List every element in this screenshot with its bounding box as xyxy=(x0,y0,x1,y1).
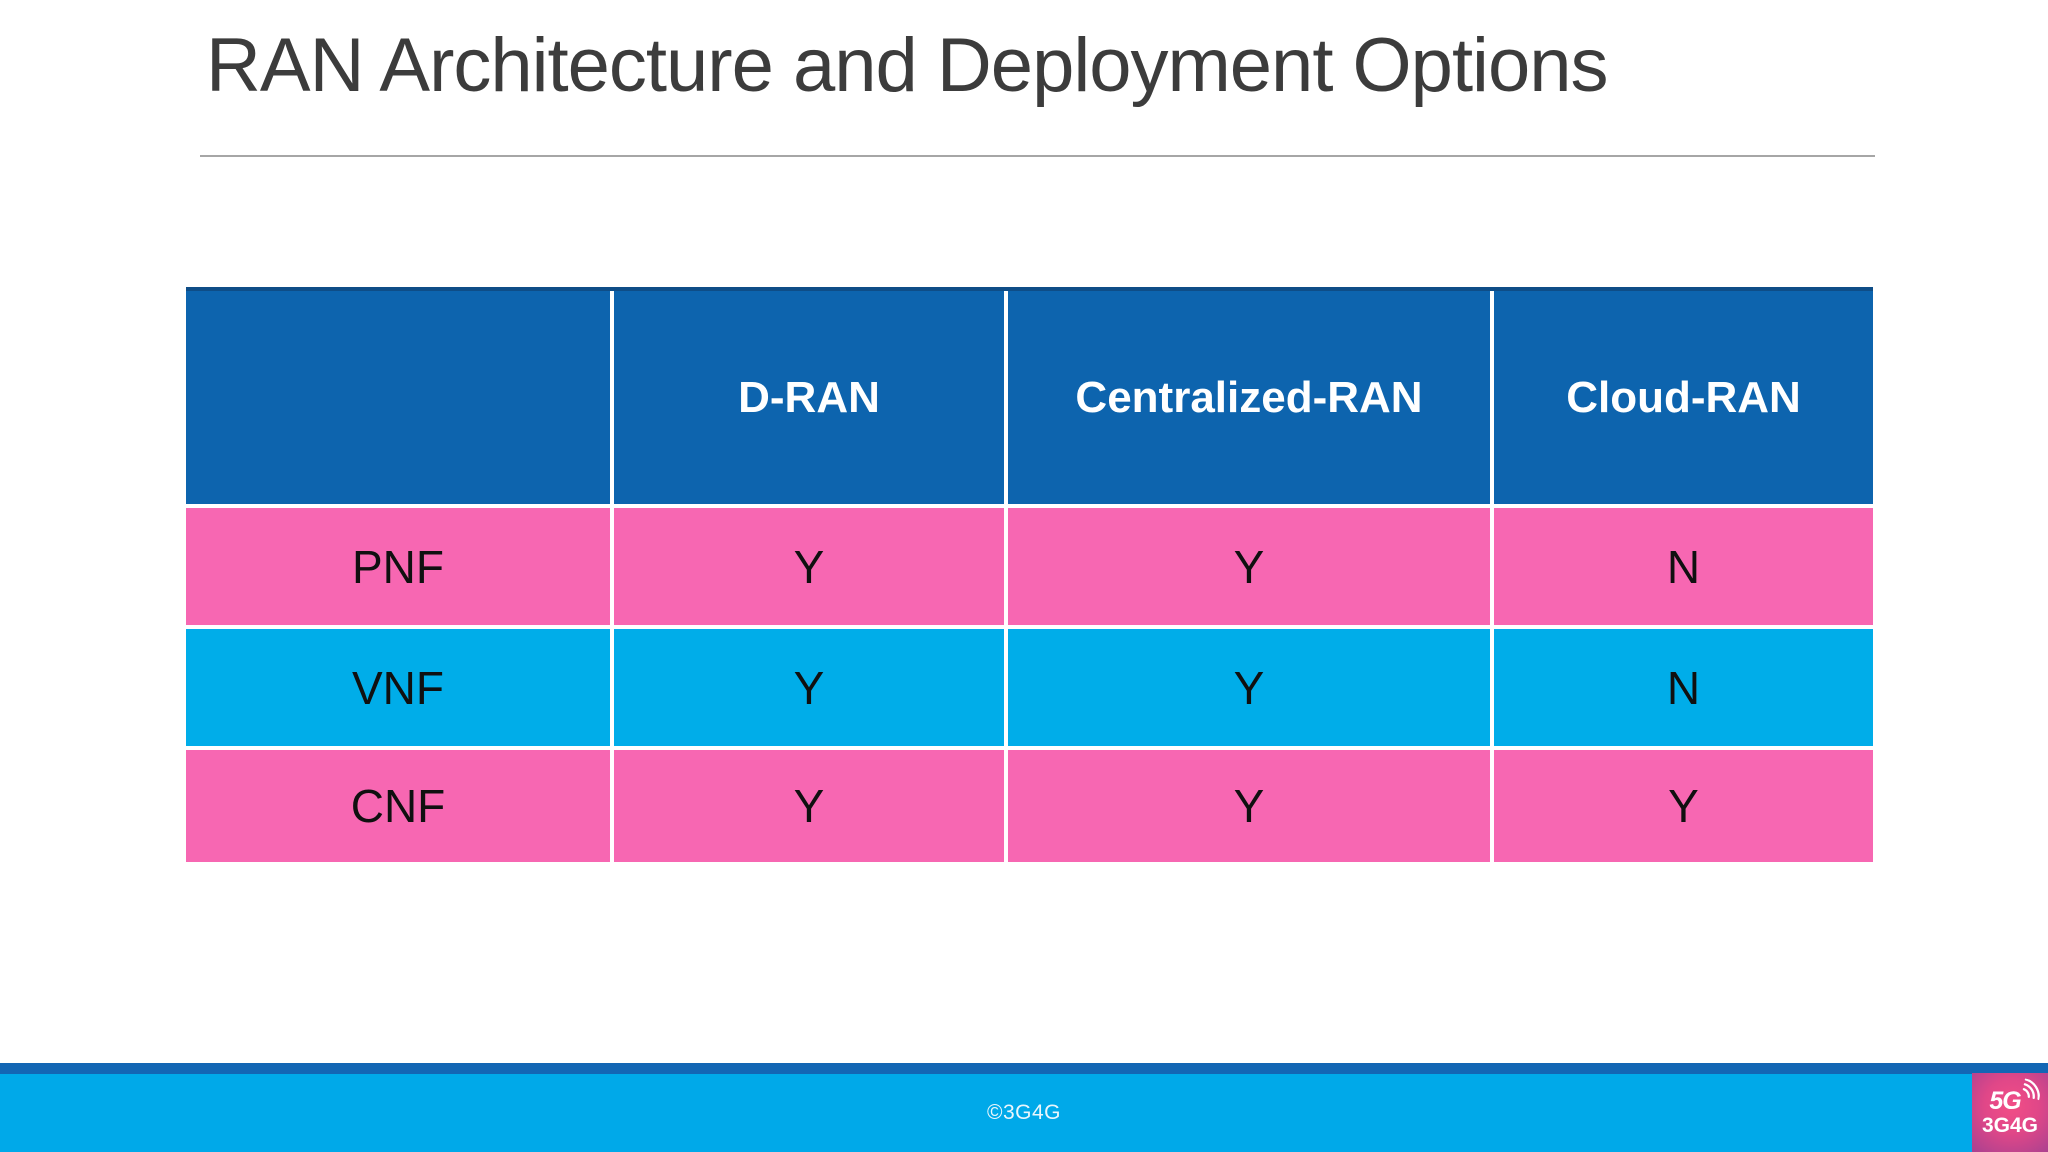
cell-cnf-centralized-ran: Y xyxy=(1008,750,1490,862)
header-cell-cloud-ran: Cloud-RAN xyxy=(1494,291,1873,504)
logo-5g-label: 5G xyxy=(1989,1087,2021,1115)
row-label-cnf: CNF xyxy=(186,750,610,862)
row-label-pnf: PNF xyxy=(186,508,610,625)
logo-3g4g: 5G 3G4G xyxy=(1972,1073,2048,1152)
header-cell-empty xyxy=(186,291,610,504)
cell-cnf-cloud-ran: Y xyxy=(1494,750,1873,862)
cell-vnf-centralized-ran: Y xyxy=(1008,629,1490,746)
footer-bar: ©3G4G xyxy=(0,1074,2048,1152)
logo-5g-text: 5G xyxy=(1989,1078,2040,1115)
cell-vnf-cloud-ran: N xyxy=(1494,629,1873,746)
cell-vnf-d-ran: Y xyxy=(614,629,1004,746)
copyright-text: ©3G4G xyxy=(986,1101,1061,1124)
footer-accent-strip xyxy=(0,1063,2048,1074)
logo-3g4g-text: 3G4G xyxy=(1981,1114,2039,1137)
signal-waves-icon xyxy=(2022,1078,2040,1101)
cell-pnf-centralized-ran: Y xyxy=(1008,508,1490,625)
cell-pnf-cloud-ran: N xyxy=(1494,508,1873,625)
ran-deployment-table: D-RAN Centralized-RAN Cloud-RAN PNF Y Y … xyxy=(186,287,1873,862)
header-cell-centralized-ran: Centralized-RAN xyxy=(1008,291,1490,504)
cell-cnf-d-ran: Y xyxy=(614,750,1004,862)
header-cell-d-ran: D-RAN xyxy=(614,291,1004,504)
title-divider xyxy=(200,155,1875,157)
cell-pnf-d-ran: Y xyxy=(614,508,1004,625)
row-label-vnf: VNF xyxy=(186,629,610,746)
page-title: RAN Architecture and Deployment Options xyxy=(206,23,1608,108)
